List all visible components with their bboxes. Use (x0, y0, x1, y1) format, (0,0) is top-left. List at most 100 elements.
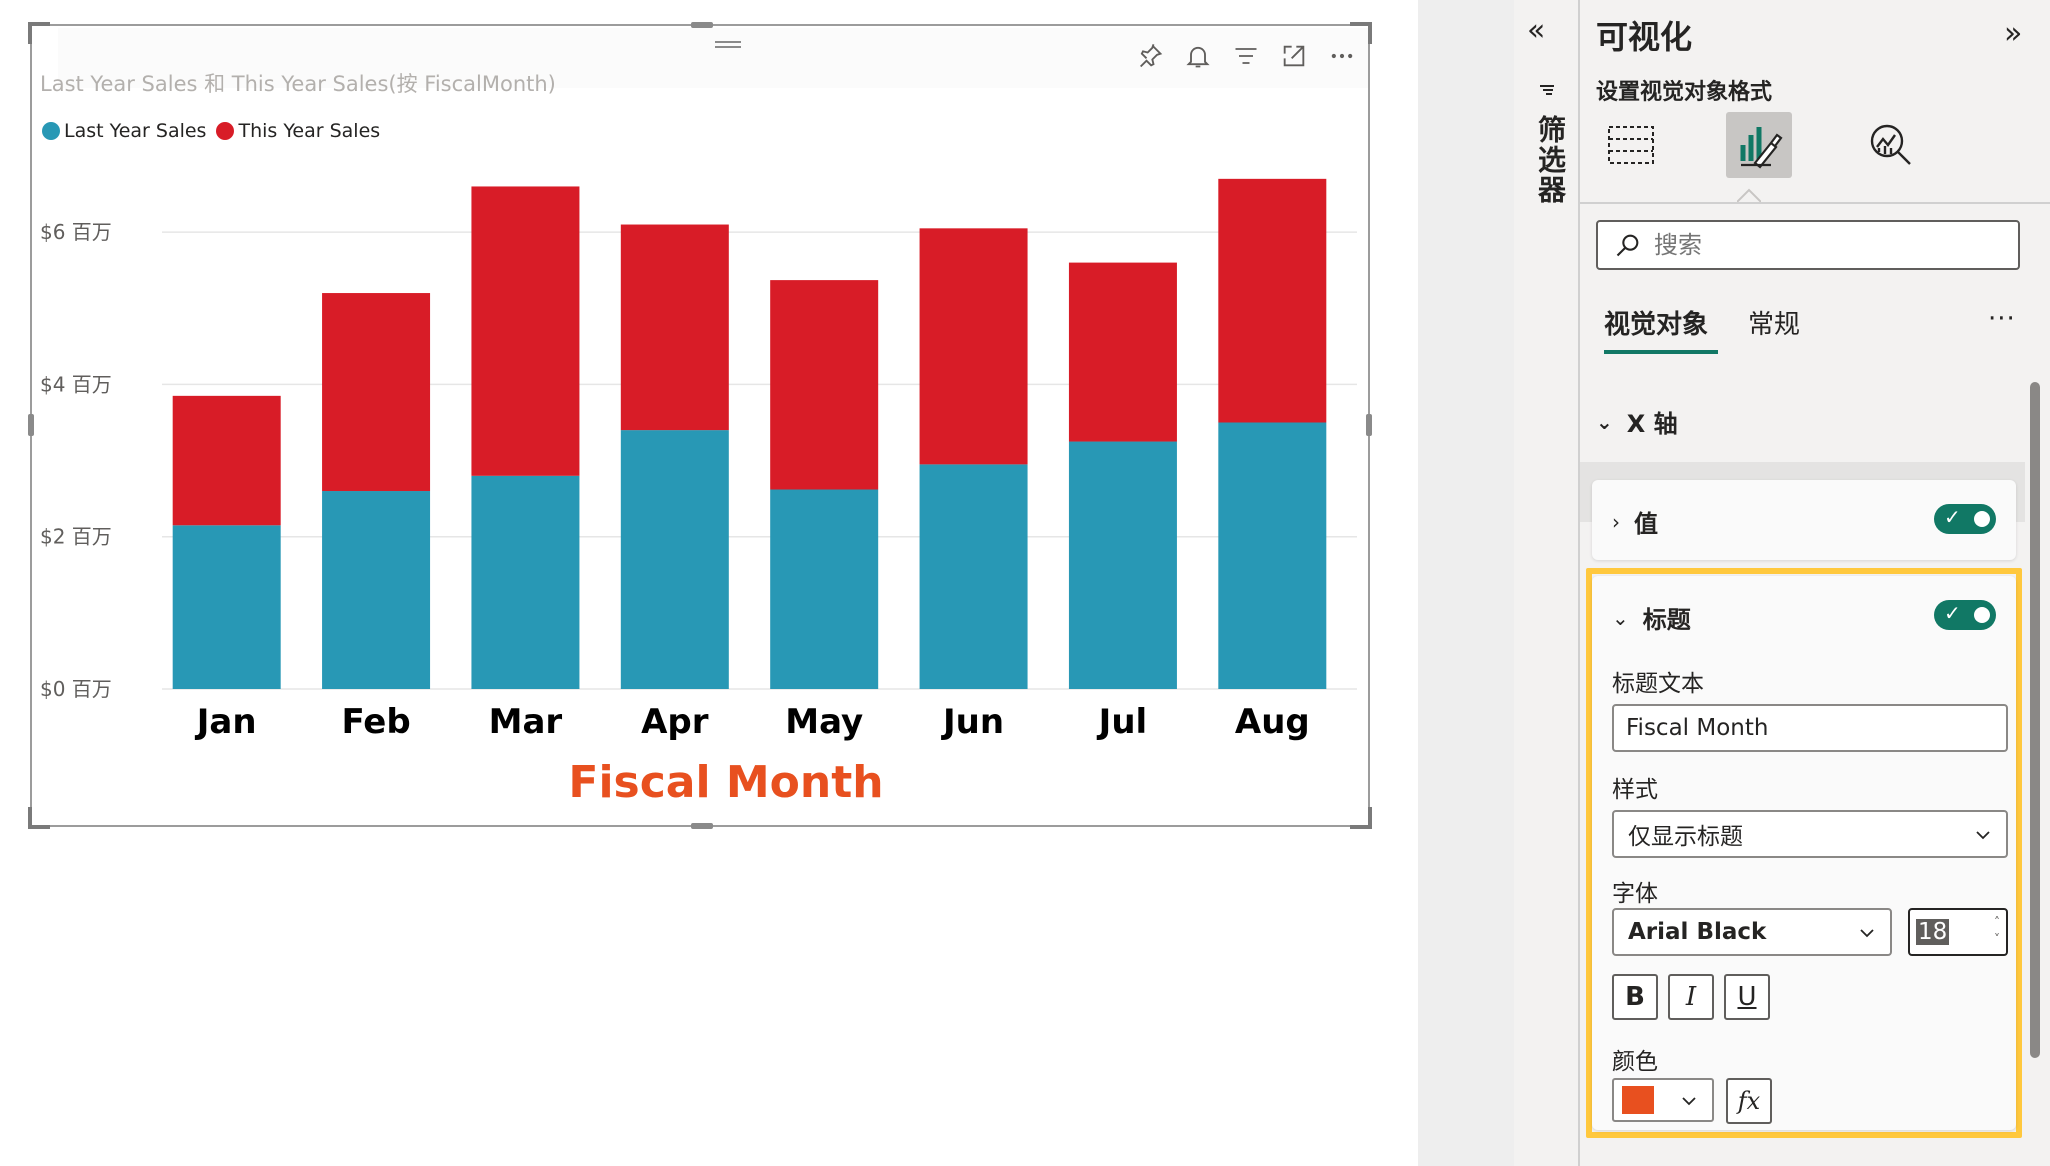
format-visual-heading: 设置视觉对象格式 (1596, 80, 1773, 105)
values-card-header[interactable]: › 值 (1612, 504, 1658, 539)
title-text-input[interactable]: Fiscal Month (1612, 704, 2008, 752)
legend-label-this-year: This Year Sales (238, 120, 381, 142)
title-card: ⌄ 标题 ✓ 标题文本 Fiscal Month 样式 仅显示标题 字体 Ari… (1592, 576, 2016, 1130)
color-picker-button[interactable] (1612, 1078, 1714, 1122)
bar-this-year-sales-jul[interactable] (1068, 262, 1177, 442)
bar-last-year-sales-jan[interactable] (172, 525, 281, 689)
x-tick-label: Apr (641, 702, 709, 742)
visualizations-pane: 可视化 » 设置视觉对象格式 视觉对象 常规 ··· ⌄ X 轴 › 值 ✓ ⌄ (1580, 0, 2050, 1166)
legend-dot-last-year (42, 122, 60, 140)
chevron-down-icon (1860, 929, 1874, 938)
bar-last-year-sales-jun[interactable] (919, 464, 1028, 689)
active-sub-tab-underline (1604, 350, 1718, 354)
y-tick-label: $0 百万 (40, 677, 112, 701)
tab-divider (1580, 202, 2050, 204)
y-tick-label: $4 百万 (40, 372, 112, 396)
color-label: 颜色 (1612, 1049, 1658, 1075)
legend-label-last-year: Last Year Sales (64, 120, 207, 142)
chart-legend: Last Year Sales This Year Sales (42, 120, 390, 142)
active-tab-caret (1737, 188, 1761, 202)
conditional-formatting-fx-button[interactable]: fx (1726, 1078, 1772, 1124)
italic-button[interactable]: I (1668, 974, 1714, 1020)
more-options-icon[interactable] (1322, 36, 1362, 76)
stacked-column-chart-visual[interactable]: Last Year Sales 和 This Year Sales(按 Fisc… (28, 22, 1372, 829)
resize-handle-bottom-right[interactable] (1350, 807, 1372, 829)
filters-pane-collapsed[interactable] (1514, 0, 1580, 1166)
y-tick-label: $2 百万 (40, 525, 112, 549)
bell-icon[interactable] (1178, 36, 1218, 76)
chart-plot-area: $0 百万 $2 百万 $4 百万 $6 百万 Jan Feb Mar Apr May Jun Ju… (40, 178, 1357, 808)
format-search-box[interactable] (1596, 220, 2020, 270)
chevron-down-icon: ⌄ (1596, 409, 1613, 434)
x-tick-label: Jun (941, 702, 1004, 742)
values-toggle[interactable]: ✓ (1934, 504, 1996, 534)
viz-pane-scrollbar[interactable] (2030, 382, 2040, 1058)
resize-handle-left[interactable] (28, 414, 34, 436)
filters-pane-label[interactable]: 筛选器 (1534, 115, 1567, 205)
expand-filters-icon[interactable]: « (1527, 13, 1546, 48)
canvas-gutter (1418, 0, 1515, 1166)
build-visual-icon (1608, 126, 1654, 164)
title-toggle[interactable]: ✓ (1934, 600, 1996, 630)
search-input[interactable] (1652, 230, 2016, 260)
underline-button[interactable]: U (1724, 974, 1770, 1020)
sub-tab-visual[interactable]: 视觉对象 (1604, 310, 1709, 340)
resize-handle-right[interactable] (1366, 414, 1372, 436)
visual-header (58, 28, 1368, 88)
resize-handle-top-left[interactable] (28, 22, 50, 44)
chevron-right-icon: › (1612, 509, 1620, 534)
focus-mode-icon[interactable] (1274, 36, 1314, 76)
bar-this-year-sales-may[interactable] (770, 280, 879, 490)
x-tick-label: Mar (489, 702, 563, 742)
bar-this-year-sales-jan[interactable] (172, 395, 281, 526)
x-tick-label: Jan (195, 702, 257, 742)
bar-last-year-sales-mar[interactable] (471, 475, 580, 689)
x-tick-label: Jul (1097, 702, 1148, 742)
bar-this-year-sales-jun[interactable] (919, 228, 1028, 465)
font-label: 字体 (1612, 881, 1658, 907)
x-axis-title: Fiscal Month (568, 757, 883, 808)
bar-last-year-sales-apr[interactable] (620, 430, 729, 689)
toggle-knob (1974, 607, 1990, 623)
filter-icon[interactable] (1226, 36, 1266, 76)
resize-handle-bottom[interactable] (691, 823, 713, 829)
font-size-value[interactable]: 18 (1916, 919, 1950, 945)
font-family-dropdown[interactable]: Arial Black (1612, 908, 1892, 956)
bar-last-year-sales-feb[interactable] (322, 491, 431, 689)
pin-icon[interactable] (1130, 36, 1170, 76)
title-card-header[interactable]: ⌄ 标题 (1612, 600, 1691, 635)
collapse-viz-pane-icon[interactable]: » (2004, 16, 2023, 51)
x-axis-label: X 轴 (1626, 410, 1678, 438)
bar-last-year-sales-aug[interactable] (1218, 422, 1327, 690)
more-options-icon[interactable]: ··· (1988, 304, 2016, 334)
x-tick-label: Aug (1235, 702, 1310, 742)
style-dropdown[interactable]: 仅显示标题 (1612, 810, 2008, 858)
bar-this-year-sales-apr[interactable] (620, 224, 729, 431)
legend-item-last-year-sales[interactable]: Last Year Sales (42, 120, 206, 142)
bar-this-year-sales-aug[interactable] (1218, 178, 1327, 423)
bar-last-year-sales-may[interactable] (770, 489, 879, 689)
build-visual-tab[interactable] (1598, 112, 1664, 178)
font-size-stepper[interactable]: 18 ˄ ˅ (1908, 908, 2008, 956)
check-icon: ✓ (1944, 505, 1961, 529)
resize-handle-top-right[interactable] (1350, 22, 1372, 44)
format-visual-tab[interactable] (1726, 112, 1792, 178)
x-axis-section-header[interactable]: ⌄ X 轴 (1596, 404, 1678, 439)
drag-grip-icon[interactable] (715, 38, 741, 54)
filter-lines-icon (1538, 82, 1556, 102)
analytics-tab[interactable] (1858, 112, 1924, 178)
toggle-knob (1974, 511, 1990, 527)
spin-arrows-icon[interactable]: ˄ ˅ (1994, 915, 2000, 946)
sub-tab-general[interactable]: 常规 (1748, 310, 1801, 340)
search-icon (1616, 234, 1639, 257)
bar-this-year-sales-feb[interactable] (322, 293, 431, 492)
legend-item-this-year-sales[interactable]: This Year Sales (216, 120, 380, 142)
color-swatch (1622, 1086, 1654, 1114)
bar-last-year-sales-jul[interactable] (1068, 441, 1177, 689)
bold-button[interactable]: B (1612, 974, 1658, 1020)
chart-title: Last Year Sales 和 This Year Sales(按 Fisc… (40, 72, 556, 96)
bar-this-year-sales-mar[interactable] (471, 186, 580, 476)
resize-handle-top[interactable] (691, 22, 713, 28)
resize-handle-bottom-left[interactable] (28, 807, 50, 829)
chevron-down-icon (1976, 831, 1990, 840)
